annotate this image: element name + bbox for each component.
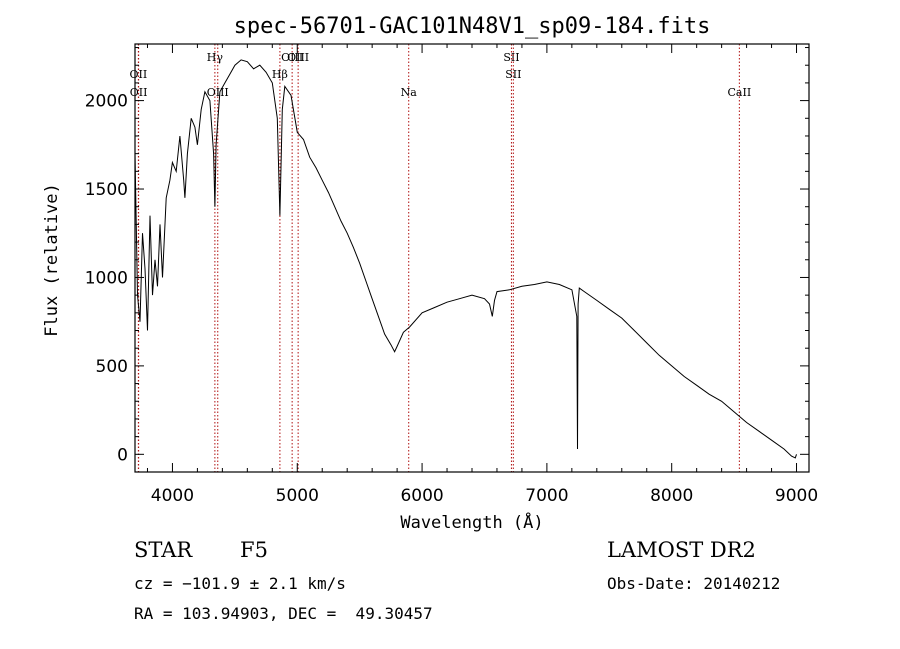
y-axis-label: Flux (relative): [42, 183, 62, 337]
plot-frame: [134, 43, 810, 473]
obs-date: Obs-Date: 20140212: [607, 574, 781, 593]
redshift-cz: cz = −101.9 ± 2.1 km/s: [134, 574, 346, 593]
spectral-type: STAR: [134, 538, 193, 562]
line-label: OIII: [281, 51, 303, 64]
x-tick-label: 5000: [276, 486, 319, 506]
line-label: OII: [130, 86, 148, 99]
y-tick-label: 1500: [85, 180, 128, 200]
line-label: Na: [401, 86, 418, 99]
line-label: SII: [505, 68, 521, 81]
x-tick-label: 6000: [400, 486, 443, 506]
x-axis-label: Wavelength (Å): [400, 511, 543, 533]
line-label: CaII: [728, 86, 752, 99]
chart-title: spec-56701-GAC101N48V1_sp09-184.fits: [234, 14, 711, 39]
y-tick-label: 1000: [85, 268, 128, 288]
line-label: Hβ: [272, 68, 288, 81]
x-tick-label: 7000: [525, 486, 568, 506]
y-tick-label: 0: [117, 445, 128, 465]
line-label: OII: [130, 68, 148, 81]
spectral-subclass: F5: [240, 538, 268, 562]
axis-ticks: 4000 5000 6000 7000 8000 9000 0 500 1000 1500 2000: [85, 44, 818, 506]
y-tick-label: 500: [96, 357, 128, 377]
x-tick-label: 4000: [151, 486, 194, 506]
ra-dec: RA = 103.94903, DEC = 49.30457: [134, 604, 433, 623]
line-label: SII: [503, 51, 519, 64]
survey-name: LAMOST DR2: [607, 538, 756, 562]
x-tick-label: 9000: [775, 486, 818, 506]
x-tick-label: 8000: [650, 486, 693, 506]
spectrum-line: [134, 59, 797, 459]
line-label: OIII: [287, 51, 309, 64]
spectrum-series: [134, 59, 797, 459]
line-label: OIII: [207, 86, 229, 99]
y-tick-label: 2000: [85, 92, 128, 112]
line-label: Hγ: [207, 51, 224, 64]
